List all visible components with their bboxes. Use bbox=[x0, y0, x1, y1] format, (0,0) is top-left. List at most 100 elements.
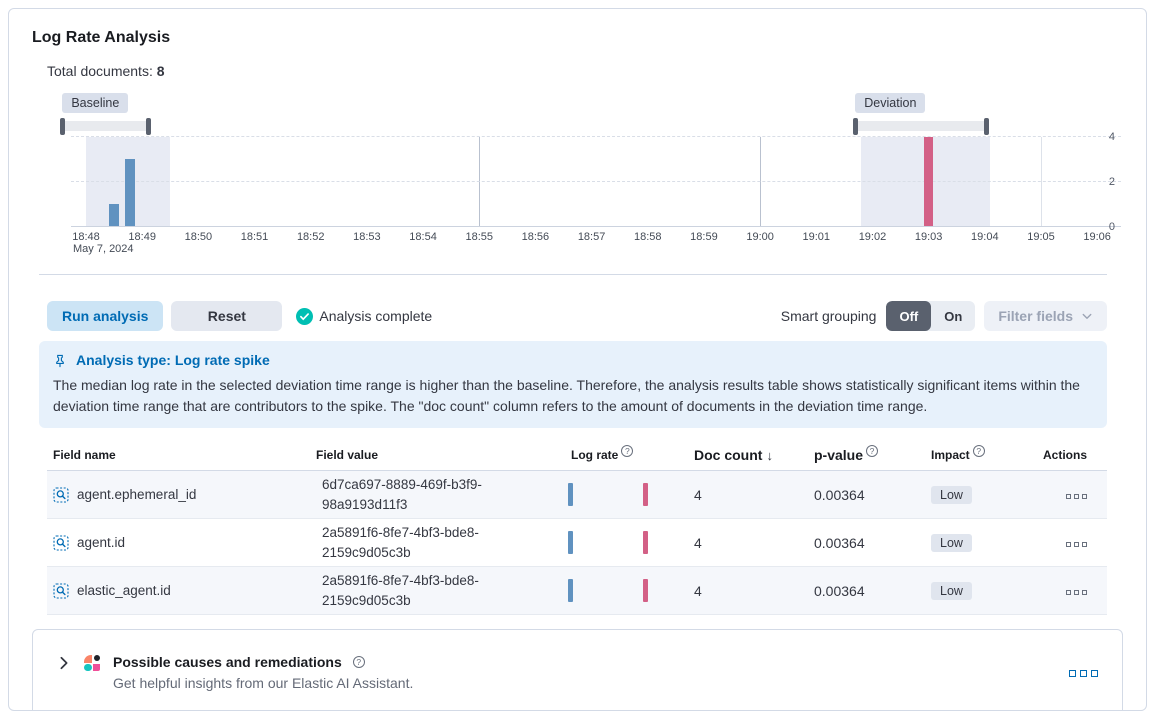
column-header-p-value[interactable]: p-value? bbox=[808, 445, 925, 463]
log-rate-chart-cell bbox=[565, 529, 688, 556]
doc-count-cell: 4 bbox=[694, 486, 702, 503]
panel-actions-icon[interactable] bbox=[1065, 664, 1098, 682]
smart-grouping-off-button[interactable]: Off bbox=[886, 301, 932, 331]
chart-x-axis: May 7, 2024 18:48 18:49 18:50 18:51 18:52 18:… bbox=[71, 227, 1121, 261]
horizontal-gridline bbox=[71, 180, 1121, 182]
column-header-actions[interactable]: Actions bbox=[1035, 448, 1107, 462]
x-axis-tick-label: 18:50 bbox=[184, 231, 213, 243]
column-header-doc-count[interactable]: Doc count ↓ bbox=[688, 447, 808, 463]
chevron-right-icon[interactable] bbox=[57, 656, 71, 670]
field-search-icon[interactable] bbox=[53, 583, 69, 599]
deviation-brush[interactable] bbox=[853, 117, 990, 135]
table-row: agent.id 2a5891f6-8fe7-4bf3-bde8-2159c9d0… bbox=[47, 519, 1107, 568]
controls-bar: Run analysis Reset Analysis complete Sma… bbox=[47, 301, 1107, 331]
page-title: Log Rate Analysis bbox=[32, 29, 171, 46]
deviation-bar bbox=[923, 137, 934, 226]
column-header-impact[interactable]: Impact? bbox=[925, 445, 1035, 462]
y-axis-tick-label: 0 bbox=[1108, 221, 1115, 233]
column-label: Actions bbox=[1042, 448, 1087, 462]
column-label: Log rate bbox=[571, 448, 619, 462]
field-name: agent.ephemeral_id bbox=[77, 487, 197, 503]
x-axis-tick-label: 18:57 bbox=[577, 231, 606, 243]
field-value: 2a5891f6-8fe7-4bf3-bde8-2159c9d05c3b bbox=[322, 573, 479, 608]
elastic-ai-assistant-icon bbox=[84, 655, 100, 672]
x-axis-tick-label: 19:01 bbox=[802, 231, 831, 243]
doc-count-cell: 4 bbox=[694, 582, 702, 599]
column-label: Doc count bbox=[694, 447, 763, 463]
x-axis-tick-label: 18:53 bbox=[353, 231, 381, 243]
vertical-gridline bbox=[479, 137, 481, 226]
x-axis-tick-label: 18:52 bbox=[296, 231, 325, 243]
impact-badge: Low bbox=[931, 485, 972, 504]
vertical-gridline bbox=[1040, 137, 1042, 226]
row-actions-icon[interactable] bbox=[1063, 487, 1087, 502]
baseline-brush-handle-left[interactable] bbox=[60, 117, 66, 135]
deviation-mini-bar bbox=[643, 531, 648, 555]
info-icon[interactable]: ? bbox=[866, 445, 879, 457]
baseline-bar bbox=[125, 159, 135, 226]
horizontal-gridline bbox=[71, 136, 1121, 137]
possible-causes-panel: Possible causes and remediations ? Get h… bbox=[32, 629, 1123, 710]
reset-button[interactable]: Reset bbox=[171, 301, 283, 331]
x-axis-tick-label: 18:59 bbox=[690, 231, 718, 243]
field-name-cell: agent.ephemeral_id bbox=[47, 487, 310, 503]
deviation-badge: Deviation bbox=[855, 93, 926, 113]
analysis-status: Analysis complete bbox=[296, 307, 433, 325]
field-value: 6d7ca697-8889-469f-b3f9-98a9193d11f3 bbox=[322, 477, 482, 512]
help-icon[interactable]: ? bbox=[352, 656, 365, 669]
sort-desc-icon: ↓ bbox=[766, 447, 773, 463]
x-axis-tick-label: 18:55 bbox=[465, 231, 493, 243]
field-name-cell: agent.id bbox=[47, 535, 310, 551]
smart-grouping-on-button[interactable]: On bbox=[944, 308, 963, 324]
x-axis-tick-label: 18:58 bbox=[633, 231, 662, 243]
x-axis-tick-label: 18:49 bbox=[128, 231, 156, 243]
analysis-status-label: Analysis complete bbox=[319, 308, 433, 324]
baseline-brush-handle-right[interactable] bbox=[145, 117, 151, 135]
table-body: agent.ephemeral_id 6d7ca697-8889-469f-b3f… bbox=[47, 471, 1107, 616]
document-count-chart[interactable]: Baseline Deviation 0 2 4 May 7, 2024 18:48 1… bbox=[47, 93, 1121, 261]
deviation-brush-handle-left[interactable] bbox=[853, 117, 859, 135]
deviation-mini-bar bbox=[643, 483, 648, 507]
info-icon[interactable]: ? bbox=[621, 445, 634, 457]
x-axis-tick-label: 19:03 bbox=[914, 231, 943, 243]
analysis-type-callout: Analysis type: Log rate spike The median… bbox=[39, 341, 1107, 428]
x-axis-tick-label: 19:06 bbox=[1083, 231, 1111, 243]
check-circle-icon bbox=[296, 307, 314, 325]
x-axis-tick-label: 18:51 bbox=[240, 231, 269, 243]
column-header-field-name[interactable]: Field name bbox=[47, 448, 310, 462]
x-axis-tick-label: 18:48 bbox=[72, 231, 100, 243]
actions-cell bbox=[1035, 583, 1107, 598]
callout-title: Analysis type: Log rate spike bbox=[76, 352, 270, 368]
x-axis-tick-label: 19:04 bbox=[971, 231, 999, 243]
impact-cell: Low bbox=[925, 485, 1035, 504]
actions-cell bbox=[1035, 487, 1107, 502]
field-search-icon[interactable] bbox=[53, 535, 69, 551]
field-name: agent.id bbox=[77, 535, 126, 551]
p-value-cell: 0.00364 bbox=[814, 486, 865, 503]
filter-fields-label: Filter fields bbox=[998, 308, 1073, 324]
field-name-cell: elastic_agent.id bbox=[47, 583, 310, 599]
chart-plot[interactable] bbox=[71, 136, 1121, 227]
info-icon[interactable]: ? bbox=[972, 445, 985, 457]
run-analysis-button[interactable]: Run analysis bbox=[47, 301, 164, 331]
column-header-field-value[interactable]: Field value bbox=[310, 448, 565, 462]
log-rate-chart-cell bbox=[565, 481, 688, 508]
field-value-cell: 6d7ca697-8889-469f-b3f9-98a9193d11f3 bbox=[310, 471, 565, 518]
deviation-mini-bar bbox=[643, 579, 648, 603]
baseline-brush[interactable] bbox=[60, 117, 151, 135]
doc-count-cell: 4 bbox=[694, 534, 702, 551]
row-actions-icon[interactable] bbox=[1063, 535, 1087, 550]
field-search-icon[interactable] bbox=[53, 487, 69, 503]
column-header-log-rate[interactable]: Log rate? bbox=[565, 445, 688, 462]
baseline-mini-bar bbox=[568, 579, 573, 603]
table-row: elastic_agent.id 2a5891f6-8fe7-4bf3-bde8-… bbox=[47, 567, 1107, 616]
row-actions-icon[interactable] bbox=[1063, 583, 1087, 598]
pin-icon bbox=[53, 353, 67, 368]
filter-fields-button[interactable]: Filter fields bbox=[984, 301, 1107, 331]
deviation-brush-handle-right[interactable] bbox=[984, 117, 990, 135]
analysis-results-table: Field name Field value Log rate? Doc count ↓… bbox=[47, 440, 1107, 616]
x-axis-tick-label: 18:54 bbox=[409, 231, 437, 243]
baseline-mini-bar bbox=[568, 483, 573, 507]
field-value-cell: 2a5891f6-8fe7-4bf3-bde8-2159c9d05c3b bbox=[310, 519, 565, 566]
baseline-badge: Baseline bbox=[62, 93, 129, 113]
